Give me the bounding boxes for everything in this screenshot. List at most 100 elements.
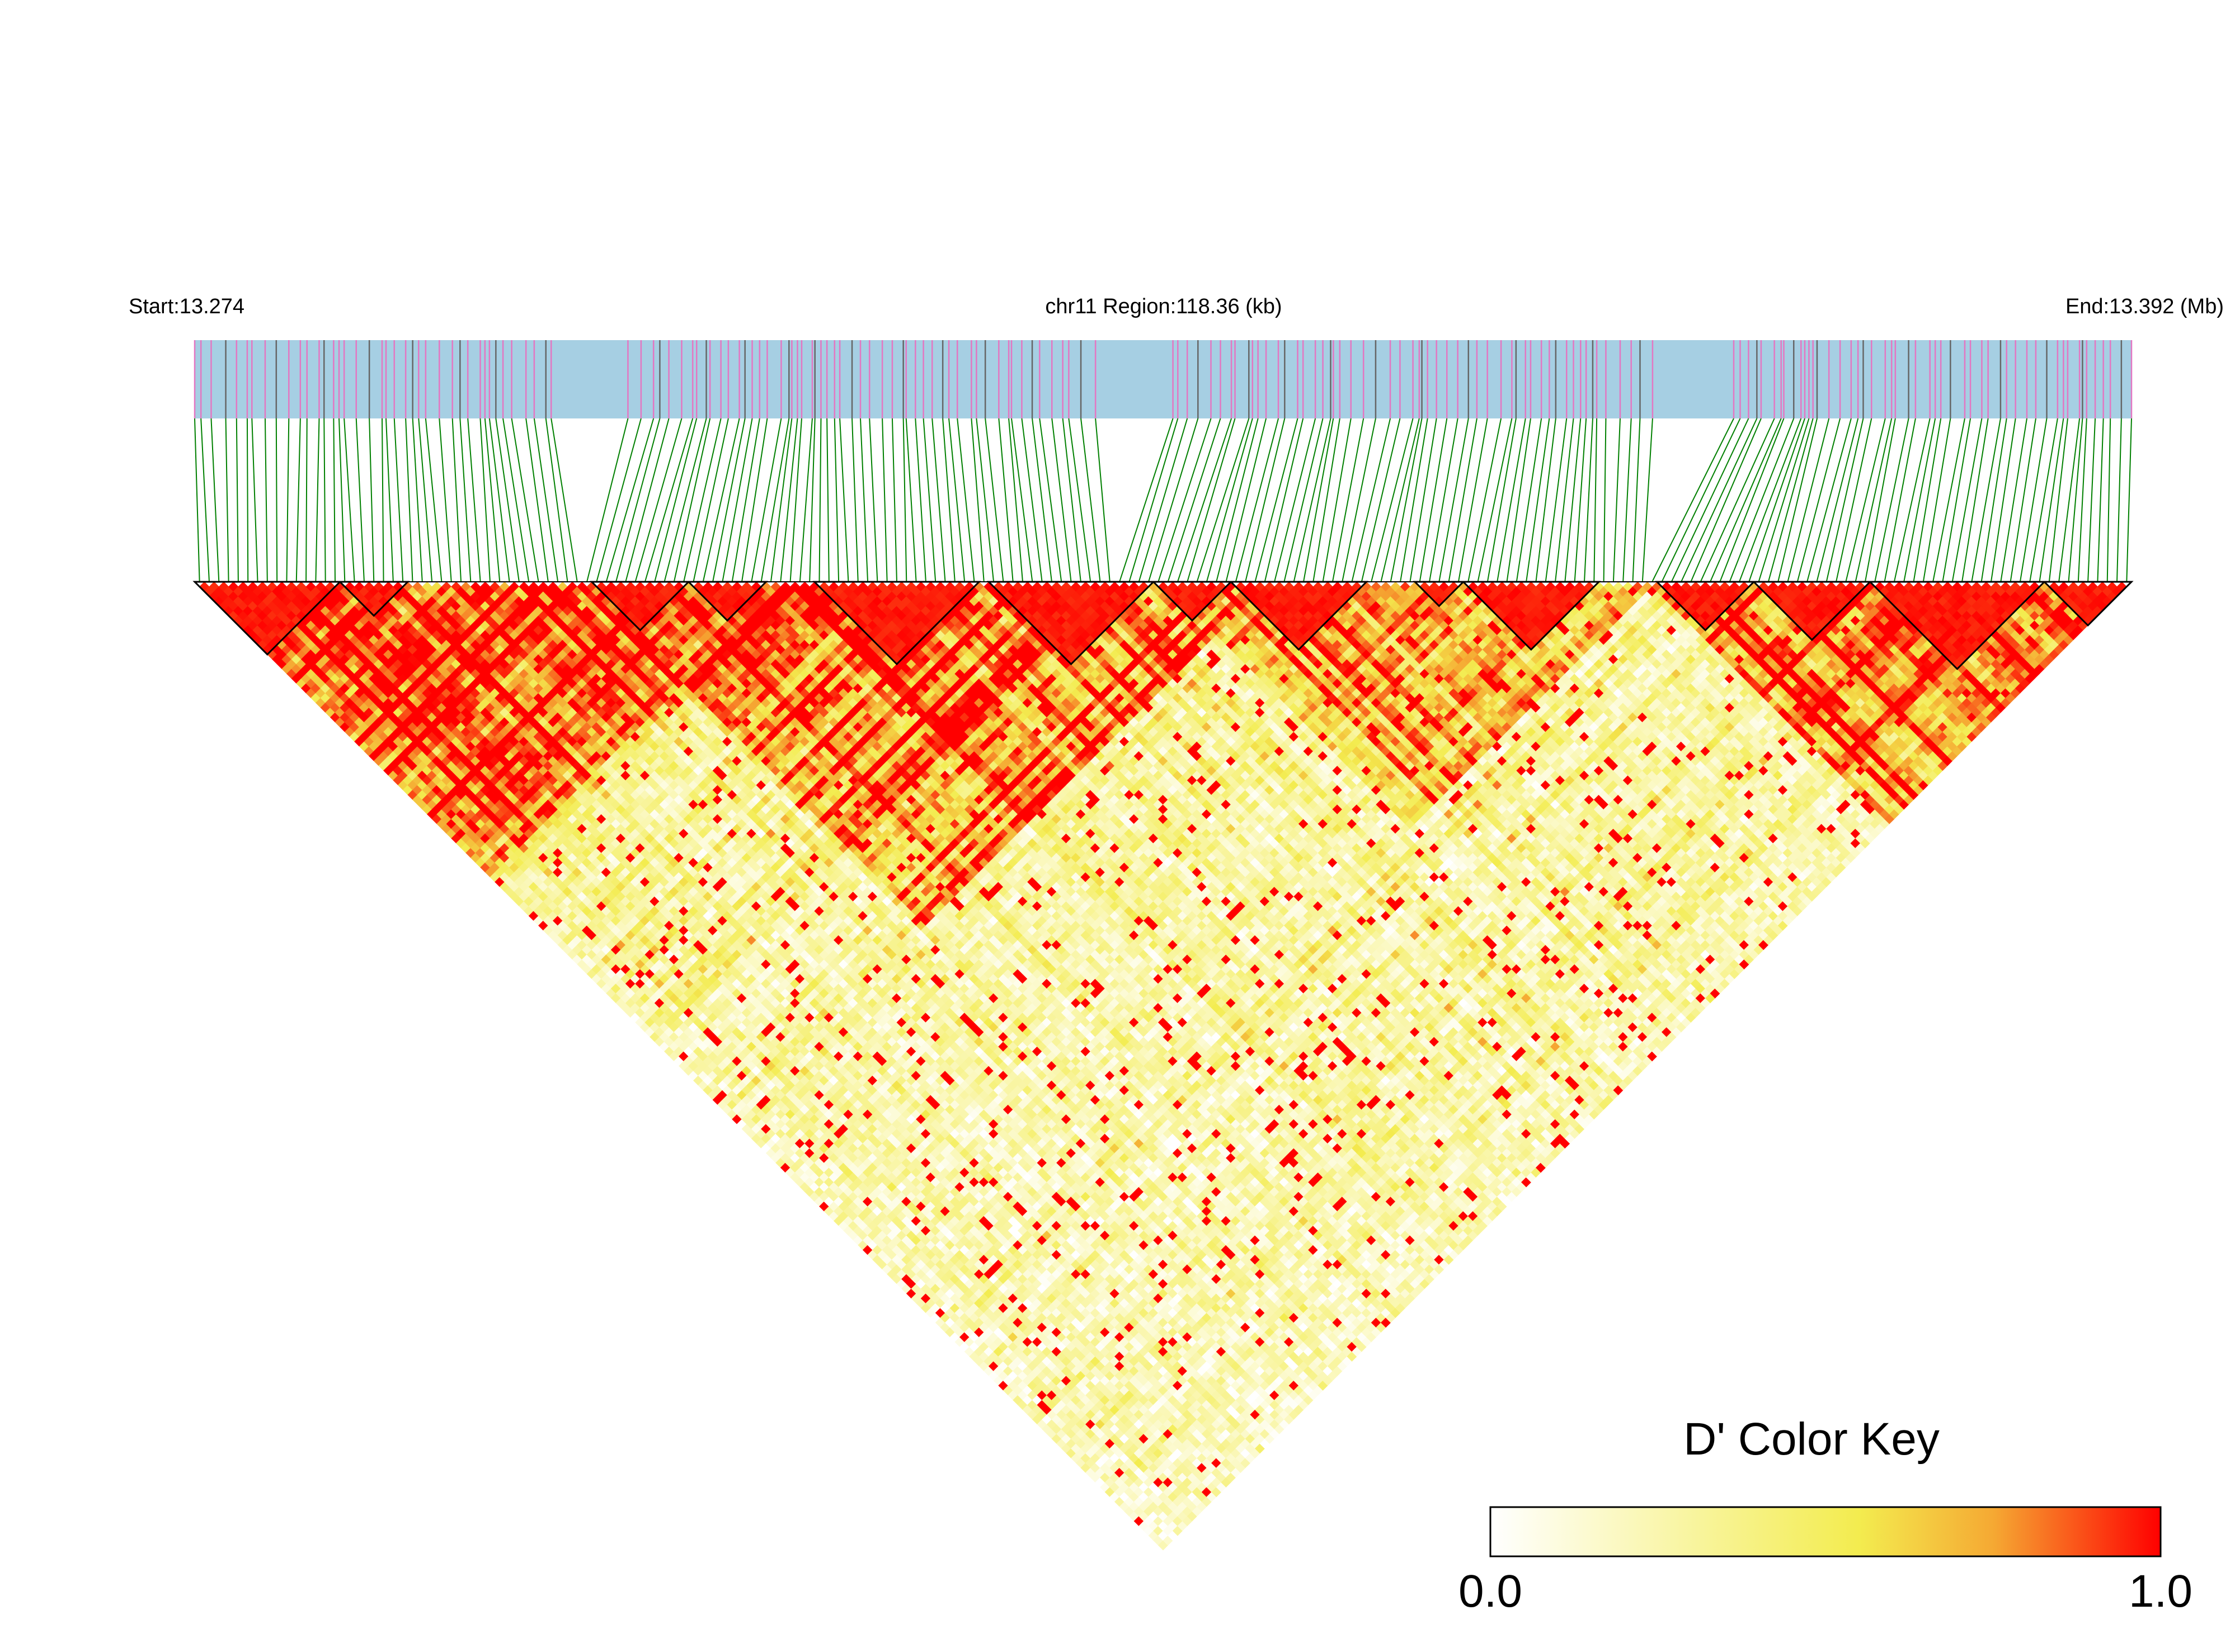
snp-connector (1564, 418, 1582, 582)
snp-connector (891, 418, 897, 582)
snp-connector (644, 418, 694, 582)
snp-connector (1293, 418, 1331, 582)
snp-connector (1158, 418, 1212, 582)
snp-connector (1187, 418, 1236, 582)
snp-connector (1603, 418, 1607, 582)
snp-connector (1913, 418, 1942, 582)
snp-connector (1322, 418, 1352, 582)
snp-connector (942, 418, 956, 582)
snp-connector (412, 418, 423, 582)
snp-connector (381, 418, 384, 582)
snp-connector (2126, 418, 2132, 582)
snp-connector (1641, 418, 1653, 582)
snp-connector (834, 418, 840, 582)
snp-connector (1409, 418, 1437, 582)
snp-connector (1438, 418, 1469, 582)
snp-connector (1351, 418, 1391, 582)
snp-connector (605, 418, 655, 582)
snp-connector (1845, 418, 1886, 582)
snp-connector (1651, 418, 1734, 582)
snp-connector (1264, 418, 1304, 582)
snp-connector (1467, 418, 1502, 582)
snp-connector (1429, 418, 1458, 582)
snp-connector (305, 418, 308, 582)
snp-connector (1371, 418, 1414, 582)
snp-connector (1167, 418, 1221, 582)
snp-connector (1196, 418, 1250, 582)
snp-connector (2000, 418, 2027, 582)
snp-connector (1516, 418, 1542, 582)
snp-connector (1671, 418, 1749, 582)
snp-connector (1274, 418, 1316, 582)
snp-connector (818, 418, 822, 582)
snp-connector (333, 418, 336, 582)
snp-connector (1235, 418, 1279, 582)
snp-connector (1526, 418, 1550, 582)
snp-connector (1312, 418, 1340, 582)
snp-connector (1681, 418, 1758, 582)
snp-connector (2029, 418, 2058, 582)
snp-connector (1612, 418, 1621, 582)
snp-connector (1855, 418, 1893, 582)
snp-connector (1777, 418, 1818, 582)
snp-connector (615, 418, 661, 582)
snp-connector (1719, 418, 1785, 582)
snp-connector (905, 418, 917, 582)
snp-ticks (194, 340, 2133, 418)
snp-connector (1729, 418, 1795, 582)
snp-connector (1690, 418, 1762, 582)
snp-connector (1051, 418, 1072, 582)
snp-connector (2039, 418, 2064, 582)
snp-connector (751, 418, 782, 582)
snp-connector (1535, 418, 1556, 582)
snp-connector (596, 418, 642, 582)
snp-connector (673, 418, 711, 582)
snp-connector (1390, 418, 1423, 582)
region-start-label: Start:13.274 (129, 295, 244, 318)
snp-connector (194, 418, 200, 582)
snp-connector (1971, 418, 2001, 582)
snp-connector (971, 418, 985, 582)
snp-connector (488, 418, 510, 582)
snp-connector (2048, 418, 2068, 582)
snp-connector (425, 418, 443, 582)
snp-connector (702, 418, 740, 582)
snp-connector (251, 418, 258, 582)
snp-connector (1545, 418, 1568, 582)
snp-connector (1980, 418, 2007, 582)
snp-connector (1448, 418, 1478, 582)
snp-connector (393, 418, 404, 582)
snp-connector (1632, 418, 1641, 582)
snp-connector (1283, 418, 1324, 582)
snp-connector (385, 418, 394, 582)
snp-connector (210, 418, 220, 582)
snp-connector (1254, 418, 1298, 582)
snp-connector (760, 418, 790, 582)
snp-connector (479, 418, 491, 582)
snp-connector (869, 418, 878, 582)
snp-connector (683, 418, 722, 582)
snp-connector (2116, 418, 2122, 582)
snp-connector (1787, 418, 1830, 582)
snp-connector (1864, 418, 1896, 582)
snp-connector (1922, 418, 1951, 582)
snp-connector (1138, 418, 1188, 582)
snp-connector (236, 418, 239, 582)
snp-connector (286, 418, 290, 582)
snp-connector (405, 418, 413, 582)
snp-connector (550, 418, 578, 582)
snp-connector (1506, 418, 1531, 582)
snp-connector (625, 418, 670, 582)
snp-connector (1380, 418, 1420, 582)
snp-connector (1874, 418, 1909, 582)
snp-connector (545, 418, 568, 582)
snp-connector (1486, 418, 1517, 582)
snp-connector (1661, 418, 1741, 582)
region-end-label: End:13.392 (Mb) (2065, 295, 2224, 318)
snp-connector (722, 418, 753, 582)
snp-connector (789, 418, 802, 582)
snp-connector (1816, 418, 1859, 582)
snp-connector (1245, 418, 1286, 582)
snp-connector (1148, 418, 1199, 582)
snp-connector (1400, 418, 1428, 582)
